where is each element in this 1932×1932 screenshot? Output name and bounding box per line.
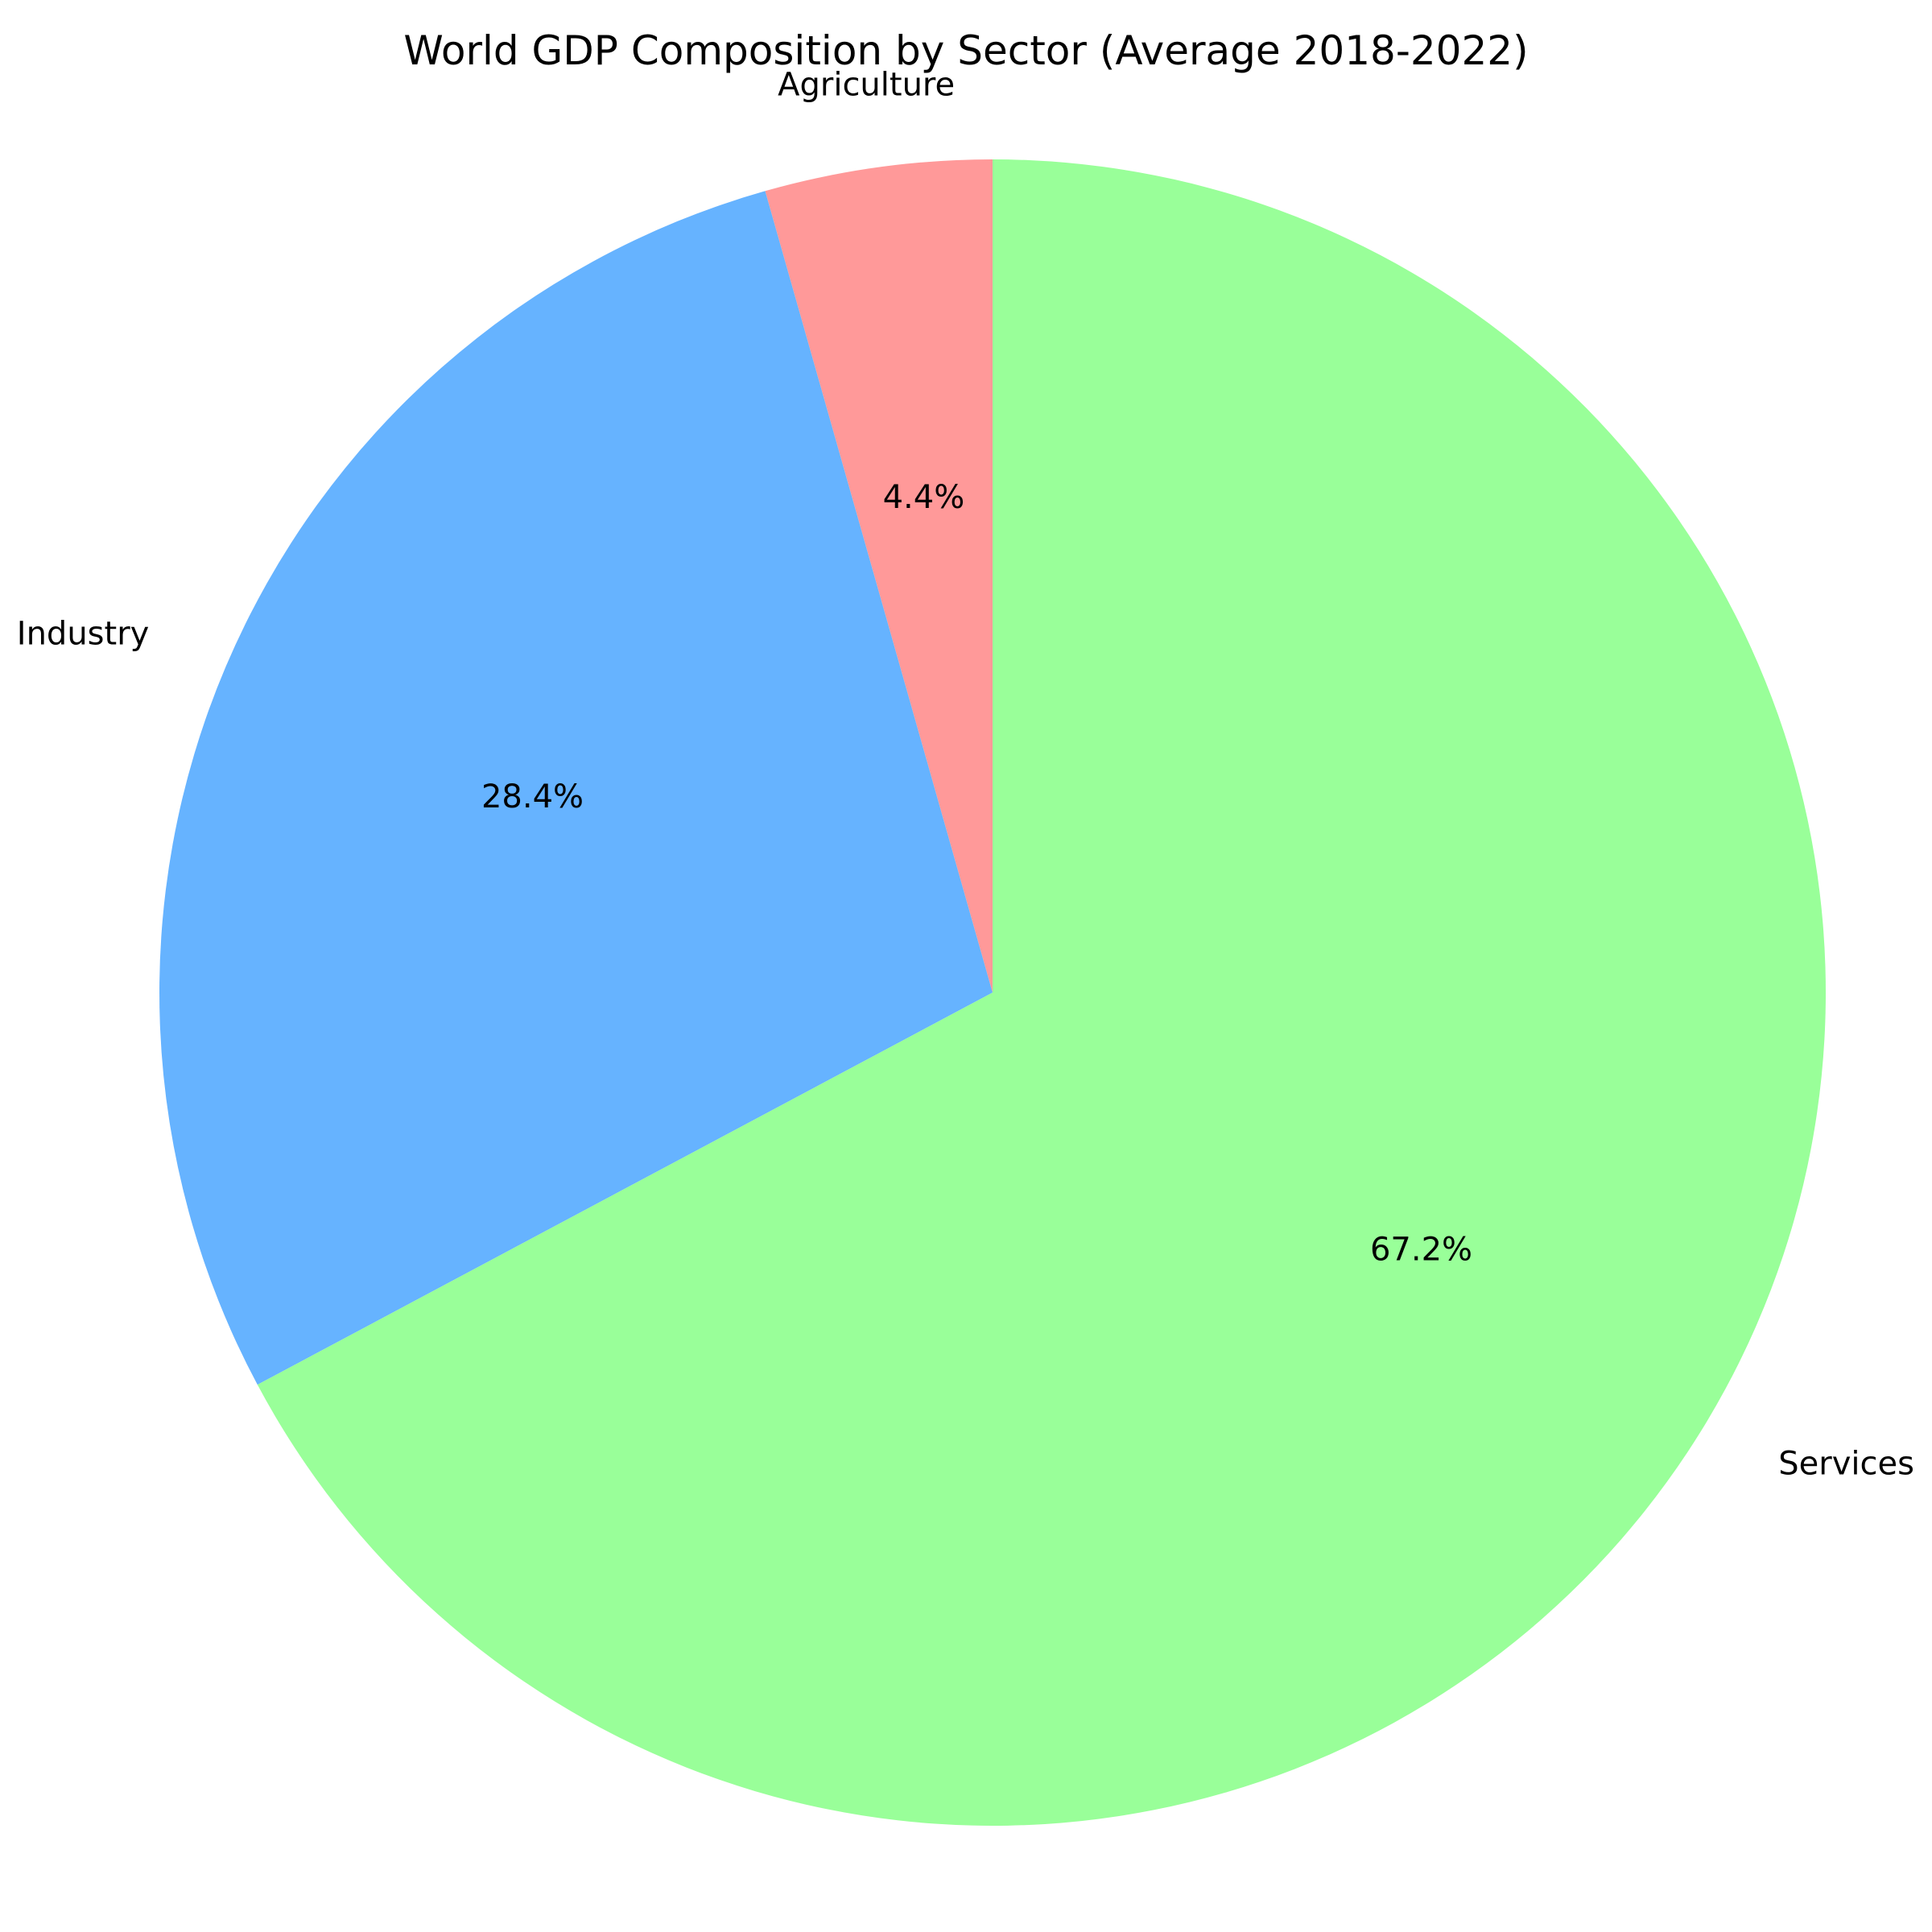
pie-labels: Agriculture 4.4% Industry 28.4% Services 67.2… [17,66,1914,1482]
pie-slice-industry [159,191,993,1385]
slice-label-services: Services [1778,1446,1914,1483]
slice-label-agriculture: Agriculture [778,66,955,103]
slice-label-industry: Industry [17,615,150,652]
pct-label-services: 67.2% [1370,1231,1472,1268]
chart-title: World GDP Composition by Sector (Average… [403,27,1528,74]
pie-slice-services [257,159,1827,1826]
pie-slice-agriculture [765,159,993,993]
pie-slices [159,159,1827,1826]
pct-label-agriculture: 4.4% [883,479,965,516]
pct-label-industry: 28.4% [481,778,584,815]
